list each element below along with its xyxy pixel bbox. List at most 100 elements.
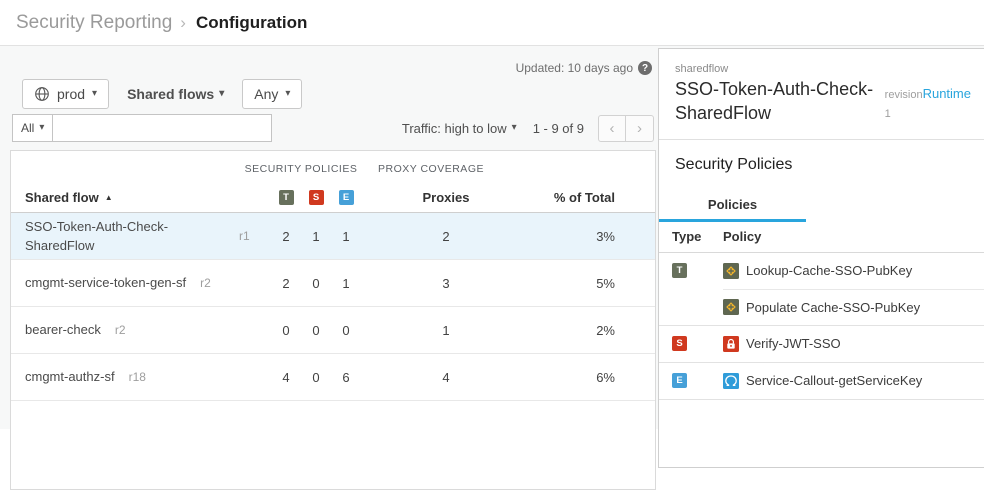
report-pane: Updated: 10 days ago ? prod ▾ Shared flo… [10,46,656,490]
all-filter-dropdown[interactable]: All ▾ [12,114,54,142]
s-badge-column: S [301,190,331,205]
traffic-sort-dropdown[interactable]: Traffic: high to low ▾ [402,121,517,136]
flow-revision: r2 [114,323,126,337]
proxies-column-header: Proxies [422,190,470,205]
policy-type-group: T Lookup-Cache-SSO-PubKey Populate Cache-S… [659,253,984,326]
pct-column-header: % of Total [553,190,615,205]
scope-value: Shared flows [127,86,215,102]
e-count: 1 [342,275,350,291]
t-badge-column: T [271,190,301,205]
sort-ascending-icon: ▲ [104,193,113,202]
policy-table-body: T Lookup-Cache-SSO-PubKey Populate Cache-S… [659,253,984,400]
s-count: 0 [312,322,320,338]
policy-type-cell: E [659,363,723,399]
flow-name-cell: SSO-Token-Auth-Check-SharedFlow r1 [11,217,257,256]
e-badge-column: E [331,190,361,205]
flow-revision: r1 [239,229,250,243]
updated-label: Updated: 10 days ago [515,61,633,75]
cache-icon [723,262,739,279]
detail-kind-label: sharedflow [675,63,729,75]
detail-divider [659,138,984,140]
flow-name: cmgmt-service-token-gen-sf [25,275,187,291]
policy-row: Populate Cache-SSO-PubKey [723,288,984,325]
flow-name: bearer-check [25,322,101,338]
policy-row: Service-Callout-getServiceKey [723,363,984,399]
proxies-count: 4 [442,369,450,385]
any-filter-dropdown[interactable]: Any ▾ [242,79,303,109]
s-count: 0 [312,369,320,385]
scope-dropdown[interactable]: Shared flows ▾ [127,86,224,102]
page-title: Configuration [195,12,308,32]
flow-revision: r2 [200,276,211,290]
content-area: Updated: 10 days ago ? prod ▾ Shared flo… [0,46,984,490]
t-policy-badge: T [278,190,294,205]
policy-name: Service-Callout-getServiceKey [746,373,923,389]
policy-name: Verify-JWT-SSO [746,336,841,352]
pct-of-total: 3% [596,228,615,244]
shared-flow-row[interactable]: SSO-Token-Auth-Check-SharedFlow r1 2 1 1 2 3% [11,213,655,260]
flow-name-cell: bearer-check r2 [11,320,257,340]
updated-status: Updated: 10 days ago ? [516,61,652,75]
filter-row: prod ▾ Shared flows ▾ Any ▾ [22,79,303,109]
e-policy-badge: E [672,372,687,388]
pct-of-total: 5% [596,275,615,291]
flow-name: cmgmt-authz-sf [25,369,115,385]
t-count: 2 [282,228,290,244]
t-count: 0 [282,322,290,338]
proxies-count: 1 [442,322,450,338]
breadcrumb-parent[interactable]: Security Reporting [16,11,173,33]
policy-list: Verify-JWT-SSO [723,326,984,362]
shared-flow-row[interactable]: cmgmt-service-token-gen-sf r2 2 0 1 3 5% [11,260,655,307]
proxies-count: 2 [442,228,450,244]
runtime-link[interactable]: Runtime [922,86,971,101]
lock-icon [723,335,739,352]
flow-name-cell: cmgmt-service-token-gen-sf r2 [11,273,257,293]
prev-page-button[interactable]: ‹ [598,114,626,142]
search-input[interactable] [53,114,273,142]
app-header: Security Reporting › Configuration [0,0,984,46]
policy-type-group: S Verify-JWT-SSO [659,326,984,363]
policy-column-header: Policy [723,229,762,245]
environment-dropdown[interactable]: prod ▾ [22,79,110,109]
tab-policies[interactable]: Policies [659,188,806,222]
next-page-button[interactable]: › [626,114,654,142]
shared-flow-row[interactable]: cmgmt-authz-sf r18 4 0 6 4 6% [11,354,655,401]
policy-name: Lookup-Cache-SSO-PubKey [746,263,913,279]
detail-panel: sharedflow SSO-Token-Auth-Check-SharedFl… [658,48,984,468]
detail-revision-block: revisionRuntime 1 [885,77,971,126]
t-count: 4 [282,369,290,385]
policy-type-cell: T [659,253,723,325]
table-group-header: SECURITY POLICIES PROXY COVERAGE [11,151,655,183]
t-policy-badge: T [672,262,687,278]
caret-down-icon: ▾ [285,88,291,99]
security-policies-group-header: SECURITY POLICIES [244,163,358,175]
pct-of-total: 2% [596,322,615,338]
t-count: 2 [282,275,290,291]
any-filter-value: Any [254,86,279,102]
caret-down-icon: ▾ [219,88,225,99]
cache-icon [723,299,739,316]
security-policies-heading: Security Policies [675,155,793,173]
flow-name: SSO-Token-Auth-Check-SharedFlow [25,218,169,254]
e-policy-badge: E [338,190,354,205]
flow-revision: r18 [128,370,146,384]
e-count: 6 [342,369,350,385]
table-column-header: Shared flow ▲ T S E Proxies % of Total [11,183,655,213]
revision-value: 1 [884,108,891,120]
shared-flow-row[interactable]: bearer-check r2 0 0 0 1 2% [11,307,655,354]
revision-label: revision [884,89,923,101]
environment-value: prod [57,86,86,102]
help-icon[interactable]: ? [638,61,652,75]
all-filter-value: All [21,121,35,135]
callout-icon [723,372,739,389]
policy-row: Verify-JWT-SSO [723,326,984,362]
policy-table-header: Type Policy [659,222,984,253]
list-controls: Traffic: high to low ▾ 1 - 9 of 9 ‹ › [402,114,654,142]
shared-flow-column-header[interactable]: Shared flow ▲ [25,190,113,205]
e-count: 0 [342,322,350,338]
globe-icon [34,86,50,102]
policy-name: Populate Cache-SSO-PubKey [746,299,921,315]
flow-name-cell: cmgmt-authz-sf r18 [11,367,257,387]
breadcrumb-separator-icon: › [180,12,186,32]
shared-flows-table: SECURITY POLICIES PROXY COVERAGE Shared … [10,150,656,490]
